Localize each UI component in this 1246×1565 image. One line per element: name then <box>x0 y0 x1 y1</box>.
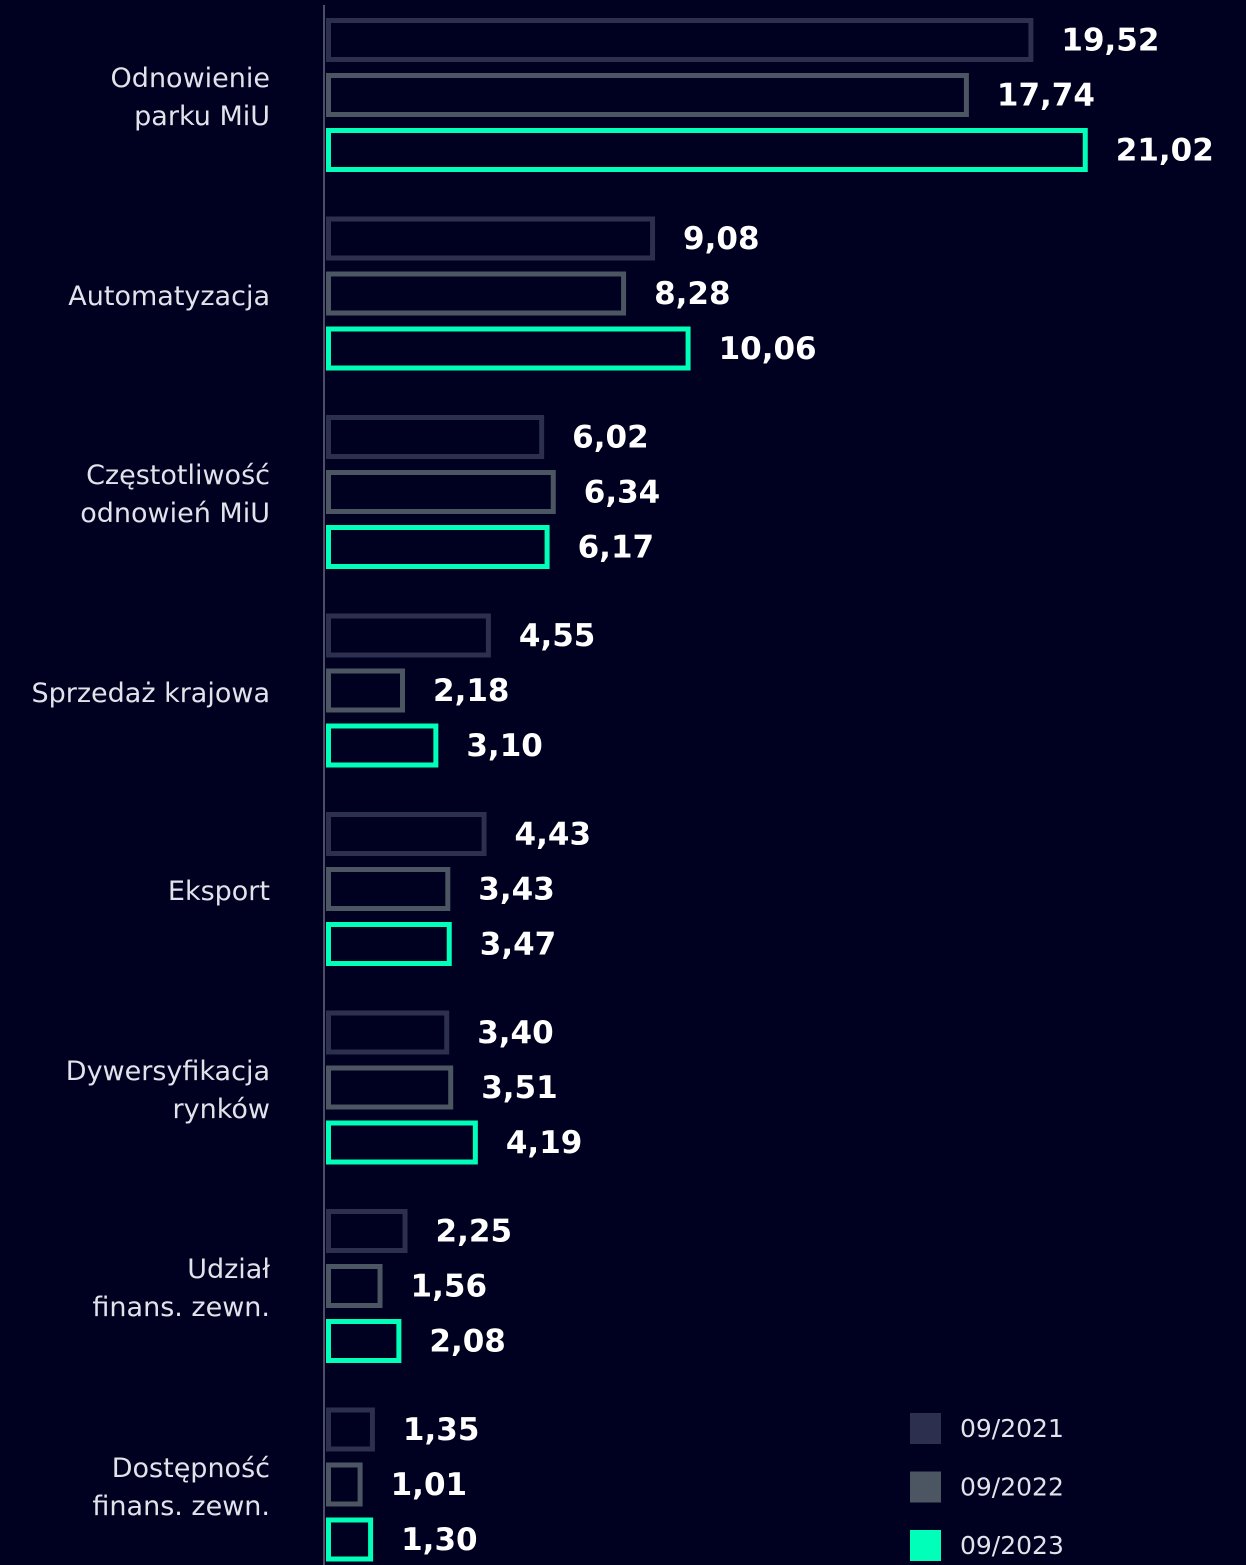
bar <box>326 415 545 459</box>
value-label: 19,52 <box>1061 23 1159 59</box>
value-label: 1,30 <box>401 1522 478 1558</box>
legend-swatch <box>910 1471 941 1503</box>
value-label: 2,25 <box>436 1214 513 1250</box>
legend-label: 09/2022 <box>960 1473 1064 1502</box>
category-label: Udział finans. zewn. <box>92 1254 270 1323</box>
bar <box>326 1209 408 1253</box>
bar <box>326 1120 478 1165</box>
value-label: 6,17 <box>578 530 655 566</box>
category-label: Odnowienie parku MiU <box>110 63 270 132</box>
value-label: 1,01 <box>391 1467 468 1503</box>
bar <box>326 668 406 713</box>
bar <box>326 613 491 658</box>
bar <box>326 18 1034 62</box>
bar <box>326 326 691 371</box>
category-label: Dostępność finans. zewn. <box>92 1452 270 1522</box>
value-label: 1,56 <box>411 1269 488 1305</box>
value-label: 6,02 <box>572 420 649 456</box>
bar <box>326 216 656 261</box>
legend-swatch <box>910 1530 941 1561</box>
legend-label: 09/2023 <box>960 1531 1064 1560</box>
bar <box>326 1319 402 1363</box>
value-label: 17,74 <box>997 78 1095 114</box>
bar <box>326 128 1088 172</box>
bar <box>326 271 627 316</box>
category-label: Sprzedaż krajowa <box>31 677 270 709</box>
bar <box>326 1010 450 1055</box>
value-label: 2,08 <box>429 1324 506 1360</box>
value-label: 6,34 <box>584 475 661 511</box>
value-label: 3,40 <box>477 1015 554 1051</box>
value-label: 3,10 <box>466 728 543 764</box>
bar <box>326 723 439 768</box>
legend-label: 09/2021 <box>960 1414 1064 1443</box>
bar <box>326 1462 363 1507</box>
bar <box>326 1407 375 1452</box>
bar <box>326 1517 374 1562</box>
value-label: 21,02 <box>1116 133 1214 169</box>
legend-swatch <box>910 1413 941 1444</box>
category-label: Częstotliwość odnowień MiU <box>80 460 270 529</box>
bar <box>326 525 550 569</box>
value-label: 3,43 <box>478 872 555 908</box>
value-label: 4,43 <box>515 817 592 853</box>
category-label: Automatyzacja <box>68 280 270 312</box>
value-label: 3,51 <box>481 1070 558 1106</box>
value-label: 8,28 <box>654 276 731 312</box>
bar <box>326 73 969 117</box>
category-label: Dywersyfikacja rynków <box>65 1055 270 1125</box>
value-label: 3,47 <box>480 927 557 963</box>
value-label: 2,18 <box>433 673 510 709</box>
value-label: 9,08 <box>683 221 760 257</box>
value-label: 10,06 <box>719 331 817 367</box>
bar <box>326 812 487 856</box>
bar <box>326 1065 454 1110</box>
bar <box>326 1264 383 1308</box>
bar <box>326 867 451 911</box>
bar <box>326 922 452 966</box>
value-label: 4,55 <box>519 618 596 654</box>
value-label: 1,35 <box>403 1412 480 1448</box>
bar <box>326 470 556 514</box>
value-label: 4,19 <box>506 1125 582 1161</box>
category-label: Eksport <box>167 876 270 907</box>
